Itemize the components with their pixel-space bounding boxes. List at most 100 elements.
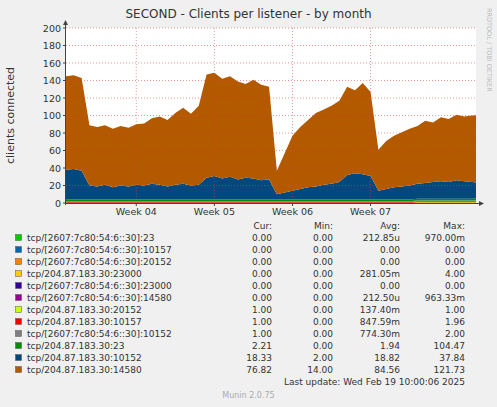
legend-stat: 0.00: [445, 257, 465, 267]
legend-stat: 1.00: [252, 329, 272, 339]
legend-stat: 121.73: [434, 365, 466, 375]
legend-stat: 1.00: [445, 305, 465, 315]
legend-label: tcp/[2607:7c80:54:6::30]:10157: [27, 245, 172, 255]
legend-stat: 2.00: [313, 353, 333, 363]
legend-stat: 0.00: [252, 233, 272, 243]
title: SECOND - Clients per listener - by month: [125, 7, 371, 21]
legend-stat: 0.00: [252, 245, 272, 255]
legend-header: Avg:: [380, 221, 400, 231]
legend-stat: 0.00: [313, 293, 333, 303]
area: [66, 201, 476, 203]
y-tick: [63, 45, 66, 46]
x-grid: [370, 28, 371, 203]
legend-stat: 0.00: [380, 257, 400, 267]
legend-stat: 2.00: [445, 329, 465, 339]
watermark: RRDTOOL / TOBI OETIKER: [485, 8, 493, 92]
legend-stat: 0.00: [313, 329, 333, 339]
x-grid: [136, 28, 137, 203]
legend-stat: 970.00m: [425, 233, 465, 243]
areas: [66, 73, 476, 203]
legend-stat: 0.00: [380, 281, 400, 291]
x-tick-label: Week 04: [116, 206, 157, 217]
legend-stat: 1.94: [380, 341, 400, 351]
legend-label: tcp/204.87.183.30:23000: [27, 269, 142, 279]
y-tick-label: 100: [43, 110, 61, 121]
legend-swatch: [16, 271, 22, 277]
legend-stat: 0.00: [313, 233, 333, 243]
legend-stat: 18.33: [246, 353, 272, 363]
y-grid: [66, 63, 476, 64]
y-tick-label: 40: [49, 163, 61, 174]
legend-stat: 0.00: [313, 245, 333, 255]
y-tick-label: 0: [55, 198, 61, 209]
legend-label: tcp/[2607:7c80:54:6::30]:23: [27, 233, 155, 243]
legend-label: tcp/204.87.183.30:14580: [27, 365, 142, 375]
legend-stat: 0.00: [380, 245, 400, 255]
area: [66, 73, 476, 195]
x-tick-label: Week 07: [350, 206, 391, 217]
y-tick: [63, 115, 66, 116]
y-tick: [63, 63, 66, 64]
y-tick-label: 200: [43, 23, 61, 34]
legend-label: tcp/204.87.183.30:20152: [27, 305, 142, 315]
legend-stat: 0.00: [313, 341, 333, 351]
y-axis-arrow: [63, 20, 68, 25]
legend-stat: 0.00: [252, 293, 272, 303]
legend-header: Min:: [314, 221, 333, 231]
legend-stat: 0.00: [252, 269, 272, 279]
y-axis: [65, 24, 66, 205]
legend-stat: 84.56: [374, 365, 400, 375]
legend-stat: 0.00: [252, 257, 272, 267]
y-tick: [63, 150, 66, 151]
chart: SECOND - Clients per listener - by month…: [0, 0, 497, 407]
legend-label: tcp/[2607:7c80:54:6::30]:10152: [27, 329, 172, 339]
y-grid: [66, 98, 476, 99]
legend-swatch: [16, 283, 22, 289]
legend-stat: 0.00: [252, 281, 272, 291]
legend-label: tcp/204.87.183.30:10152: [27, 353, 142, 363]
y-grid: [66, 28, 476, 29]
legend-label: tcp/204.87.183.30:23: [27, 341, 125, 351]
y-tick: [63, 168, 66, 169]
background: [0, 0, 497, 407]
y-grid: [66, 185, 476, 186]
legend-stat: 1.00: [252, 317, 272, 327]
legend-label: tcp/[2607:7c80:54:6::30]:14580: [27, 293, 172, 303]
legend-stat: 137.40m: [360, 305, 400, 315]
legend-swatch: [16, 367, 22, 373]
y-tick-label: 160: [43, 58, 61, 69]
legend-stat: 0.00: [445, 281, 465, 291]
legend-label: tcp/[2607:7c80:54:6::30]:20152: [27, 257, 172, 267]
y-grid: [66, 168, 476, 169]
legend-stat: 104.47: [434, 341, 466, 351]
legend-stat: 76.82: [246, 365, 272, 375]
legend-swatch: [16, 247, 22, 253]
y-tick-label: 80: [49, 128, 61, 139]
y-tick-label: 140: [43, 75, 61, 86]
page: {"chart_data": { "type": "area", "title"…: [0, 0, 497, 407]
y-tick: [63, 133, 66, 134]
x-tick-label: Week 06: [272, 206, 313, 217]
legend-swatch: [16, 307, 22, 313]
y-grid: [66, 115, 476, 116]
legend-label: tcp/[2607:7c80:54:6::30]:23000: [27, 281, 172, 291]
legend-header: Max:: [443, 221, 465, 231]
legend-stat: 37.84: [439, 353, 465, 363]
y-tick: [63, 98, 66, 99]
legend-stat: 0.00: [313, 281, 333, 291]
legend-stat: 774.30m: [360, 329, 400, 339]
legend-swatch: [16, 319, 22, 325]
legend-swatch: [16, 355, 22, 361]
x-grid: [214, 28, 215, 203]
plot-background: [66, 28, 476, 203]
y-grid: [66, 45, 476, 46]
legend-stat: 281.05m: [360, 269, 400, 279]
legend-header: Cur:: [253, 221, 272, 231]
legend-stat: 2.21: [252, 341, 272, 351]
legend-swatch: [16, 259, 22, 265]
legend-swatch: [16, 295, 22, 301]
y-tick-label: 20: [49, 180, 61, 191]
legend-stat: 963.33m: [425, 293, 465, 303]
legend-swatch: [16, 343, 22, 349]
legend-swatch: [16, 331, 22, 337]
